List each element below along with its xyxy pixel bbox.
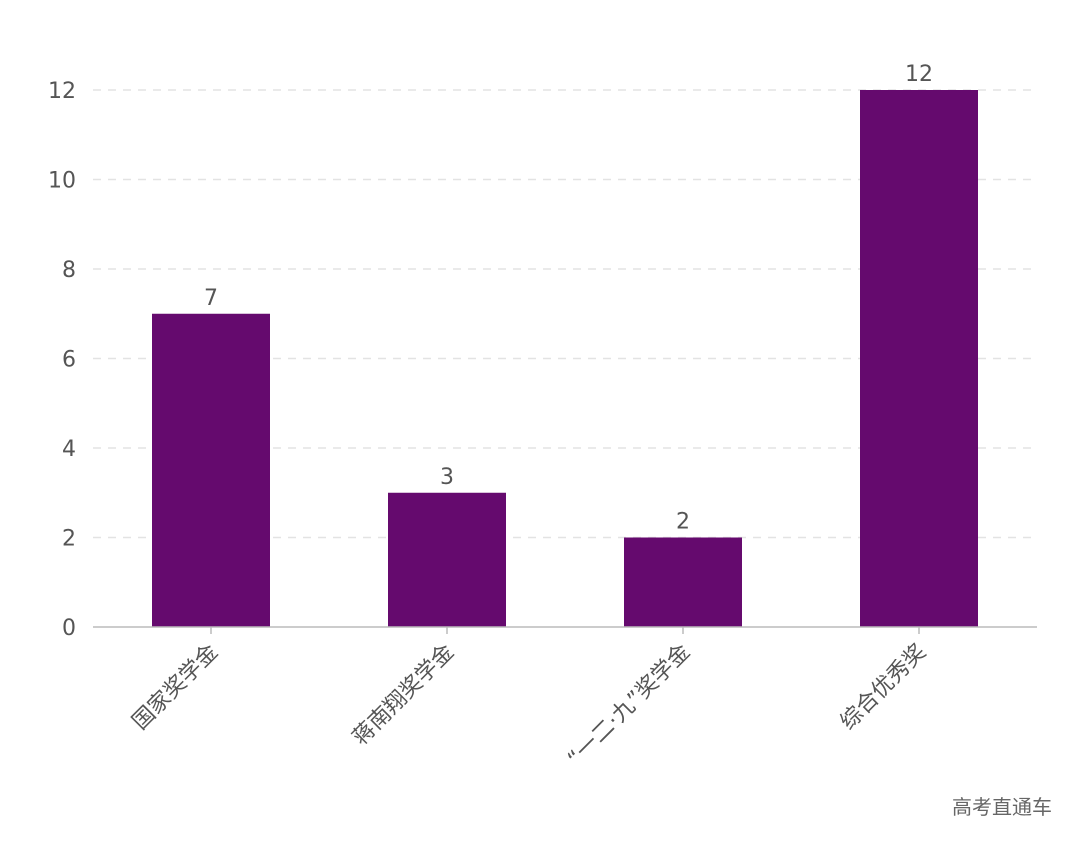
y-tick-label: 10 xyxy=(48,169,76,194)
bars xyxy=(152,90,978,627)
watermark: 高考直通车 xyxy=(952,795,1052,819)
y-axis-ticks: 0 2 4 6 8 10 12 xyxy=(48,79,76,641)
category-label: 国家奖学金 xyxy=(128,640,223,735)
category-label: 蒋南翔奖学金 xyxy=(348,640,459,751)
y-tick-label: 8 xyxy=(62,258,76,283)
bar xyxy=(624,537,742,627)
data-label: 2 xyxy=(676,510,690,535)
bar xyxy=(388,492,506,627)
category-label: “一二·九”奖学金 xyxy=(563,640,695,772)
category-label: 综合优秀奖 xyxy=(836,640,931,735)
data-labels: 7 3 2 12 xyxy=(204,62,933,535)
y-tick-label: 0 xyxy=(62,616,76,641)
data-label: 7 xyxy=(204,286,218,311)
bar xyxy=(860,90,978,627)
data-label: 12 xyxy=(905,62,933,87)
y-tick-label: 6 xyxy=(62,348,76,373)
y-tick-label: 12 xyxy=(48,79,76,104)
x-axis-ticks: 国家奖学金 蒋南翔奖学金 “一二·九”奖学金 综合优秀奖 xyxy=(128,627,931,772)
y-tick-label: 4 xyxy=(62,437,76,462)
y-tick-label: 2 xyxy=(62,527,76,552)
data-label: 3 xyxy=(440,465,454,490)
bar xyxy=(152,313,270,627)
